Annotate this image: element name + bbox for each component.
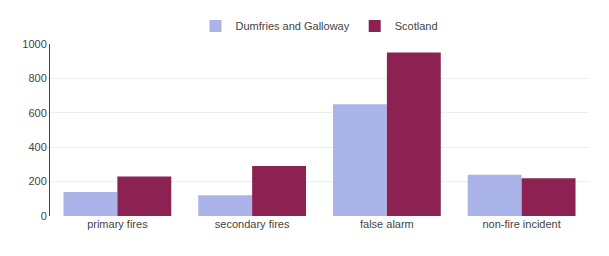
svg-text:400: 400 — [28, 141, 46, 153]
svg-text:secondary fires: secondary fires — [215, 218, 290, 230]
svg-text:200: 200 — [28, 175, 46, 187]
svg-text:false alarm: false alarm — [360, 218, 414, 230]
svg-text:0: 0 — [41, 210, 47, 222]
svg-text:Dumfries and Galloway: Dumfries and Galloway — [236, 20, 350, 32]
svg-text:non-fire incident: non-fire incident — [482, 218, 560, 230]
svg-text:Scotland: Scotland — [395, 20, 438, 32]
svg-text:600: 600 — [28, 107, 46, 119]
svg-text:1000: 1000 — [22, 38, 46, 50]
svg-text:primary fires: primary fires — [87, 218, 148, 230]
svg-text:800: 800 — [28, 72, 46, 84]
